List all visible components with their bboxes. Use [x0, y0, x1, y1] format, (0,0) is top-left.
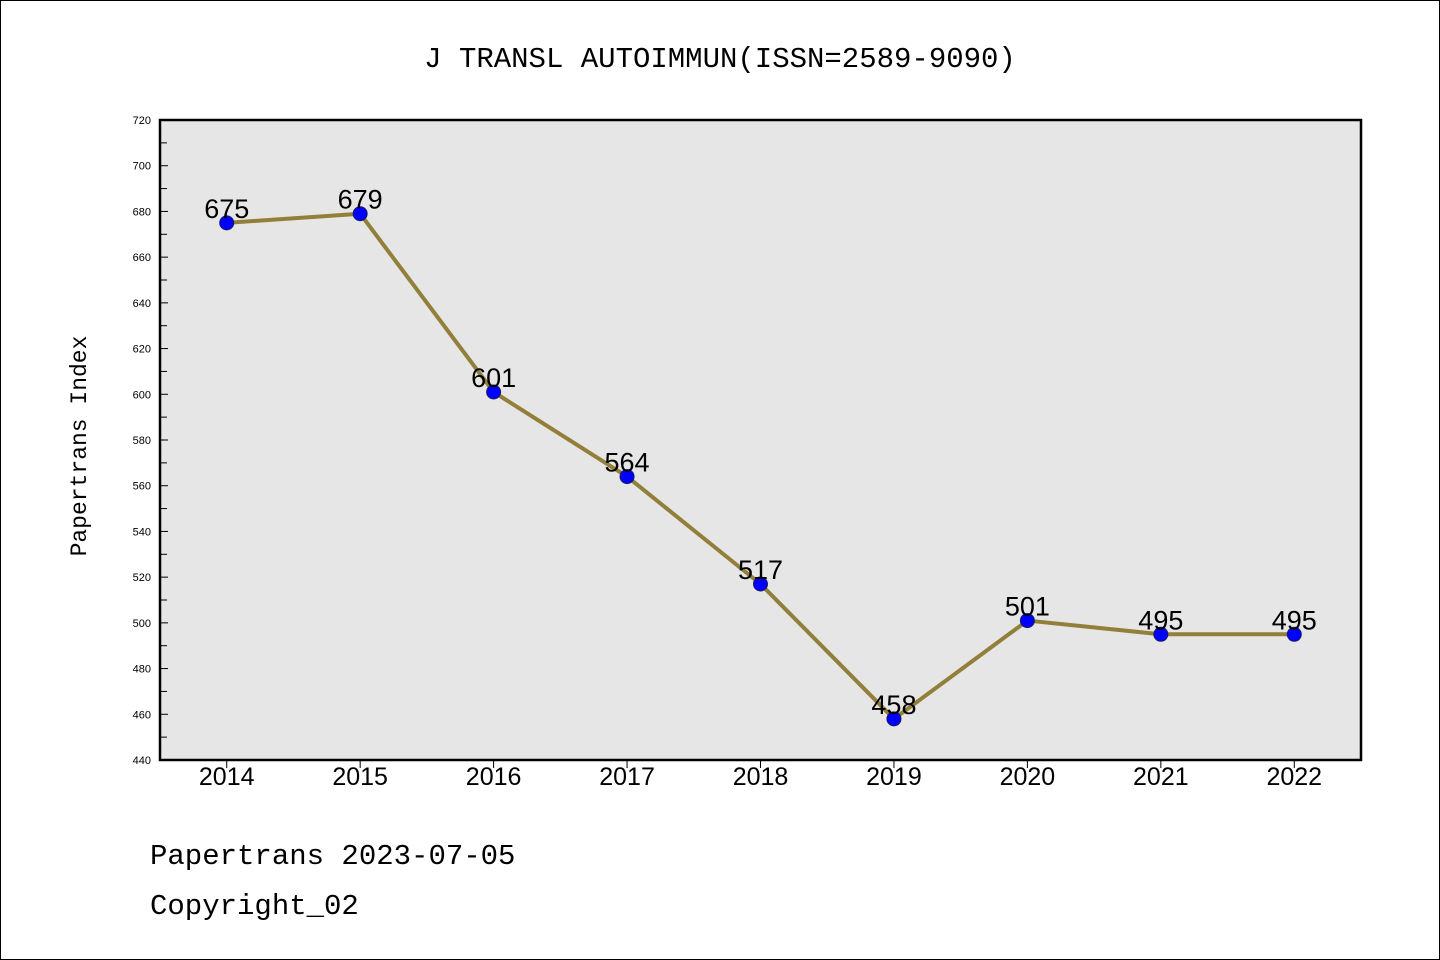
x-tick-label: 2015: [332, 763, 388, 791]
x-tick-label: 2014: [199, 763, 255, 791]
data-label: 675: [204, 194, 249, 224]
data-point: [352, 206, 368, 222]
y-tick-label: 640: [133, 298, 151, 310]
data-point: [753, 576, 768, 592]
data-label: 679: [338, 185, 383, 215]
footer-copyright: Copyright_02: [150, 890, 359, 923]
series-line-group: 675 679 601 564 517 458 501 495 495: [204, 185, 1317, 727]
y-tick-label: 580: [133, 435, 151, 447]
data-label: 495: [1272, 605, 1317, 635]
y-tick-label: 700: [133, 161, 151, 173]
x-tick-label: 2021: [1133, 763, 1189, 791]
data-label: 564: [605, 448, 650, 478]
data-point: [886, 711, 902, 727]
plot-area: [158, 118, 1363, 762]
y-tick-label: 480: [133, 664, 151, 676]
x-tick-label: 2019: [866, 763, 922, 791]
data-label: 517: [738, 555, 783, 585]
y-tick-label: 600: [133, 389, 151, 401]
chart-title: J TRANSL AUTOIMMUN(ISSN=2589-9090): [424, 43, 1016, 76]
y-tick-label: 440: [133, 755, 151, 767]
x-tick-label: 2020: [1000, 763, 1056, 791]
data-label: 458: [871, 690, 916, 720]
data-label: 495: [1138, 605, 1183, 635]
y-tick-label: 520: [133, 572, 151, 584]
y-tick-label: 620: [133, 344, 151, 356]
y-tick-label: 720: [133, 115, 151, 127]
data-point: [619, 469, 635, 485]
y-tick-label: 680: [133, 206, 151, 218]
x-tick-label: 2018: [733, 763, 789, 791]
y-tick-label: 540: [133, 526, 151, 538]
x-tick-label: 2016: [466, 763, 522, 791]
data-point: [1153, 626, 1169, 642]
data-point: [486, 384, 502, 400]
footer-date: Papertrans 2023-07-05: [150, 840, 515, 873]
data-label: 601: [471, 363, 516, 393]
y-tick-label: 560: [133, 481, 151, 493]
data-point: [1286, 626, 1302, 642]
x-tick-label: 2022: [1266, 763, 1322, 791]
data-point: [1019, 613, 1035, 629]
data-label: 501: [1005, 592, 1050, 622]
y-axis: 440 460 480 500 520 540 560 580 600 620 640 660 680 7…: [133, 115, 168, 767]
y-tick-label: 460: [133, 709, 151, 721]
y-tick-label: 500: [133, 618, 151, 630]
x-axis: 2014 2015 2016 2017 2018 2019 2020 2021 2022: [199, 760, 1322, 791]
data-point: [219, 215, 235, 231]
y-tick-label: 660: [133, 252, 151, 264]
x-tick-label: 2017: [599, 763, 655, 791]
y-axis-label: Papertrans Index: [67, 336, 93, 557]
